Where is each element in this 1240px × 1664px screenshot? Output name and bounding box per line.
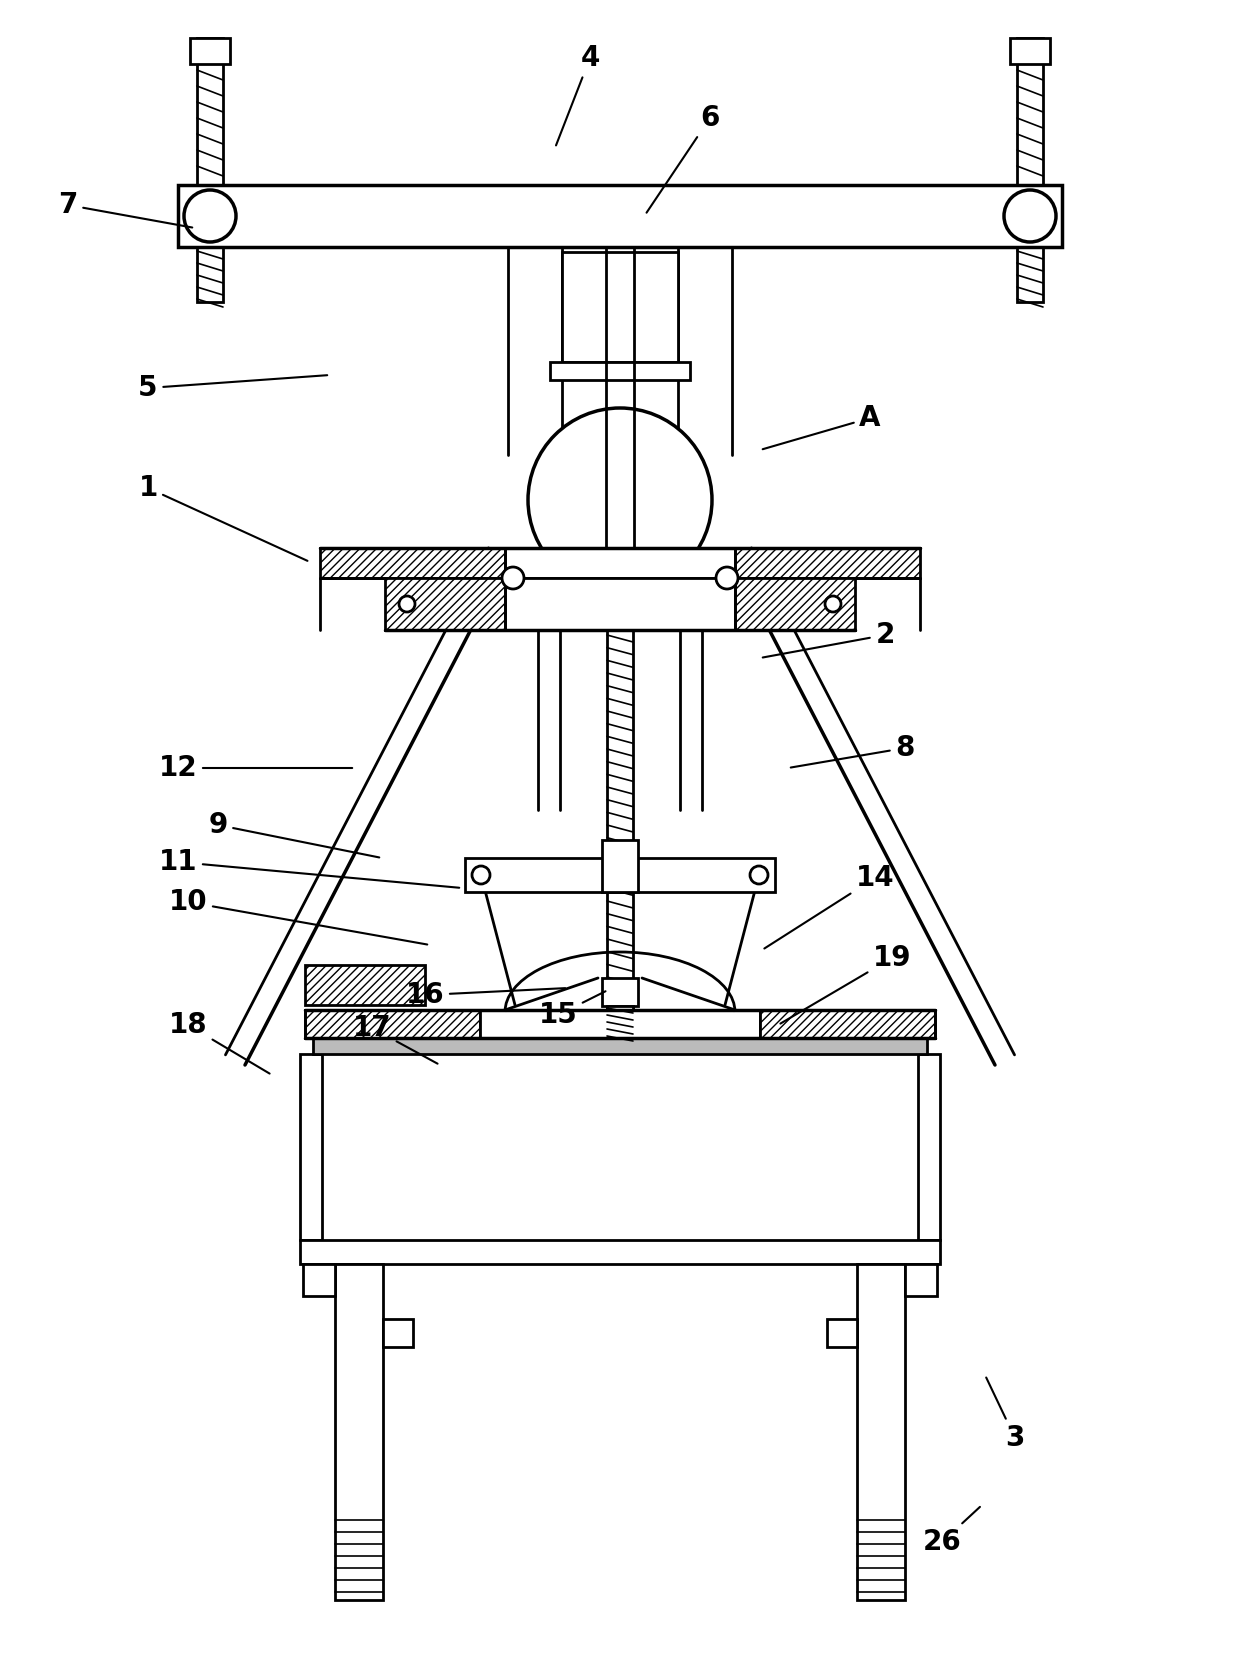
Text: 1: 1	[139, 474, 308, 561]
Bar	[827, 1320, 857, 1346]
Text: 11: 11	[159, 849, 459, 889]
Text: 18: 18	[169, 1012, 269, 1073]
Bar	[505, 577, 735, 631]
Bar	[305, 965, 425, 1005]
Text: 3: 3	[986, 1378, 1024, 1453]
Text: 6: 6	[646, 103, 719, 213]
Bar	[312, 1038, 928, 1053]
Bar	[601, 840, 639, 892]
Bar	[601, 978, 639, 1007]
Bar	[918, 1053, 940, 1240]
Bar	[320, 547, 920, 577]
Bar	[197, 38, 223, 185]
Text: 17: 17	[352, 1013, 438, 1063]
Bar	[190, 38, 229, 63]
Circle shape	[825, 596, 841, 612]
Bar	[1017, 246, 1043, 301]
Bar	[857, 1265, 905, 1601]
Circle shape	[750, 865, 768, 884]
Text: 26: 26	[923, 1508, 980, 1556]
Bar	[1017, 38, 1043, 185]
Text: 9: 9	[208, 810, 379, 857]
Bar	[383, 1320, 413, 1346]
Bar	[179, 185, 1061, 246]
Circle shape	[528, 408, 712, 592]
Bar	[303, 1265, 335, 1296]
Bar	[905, 1265, 937, 1296]
Circle shape	[472, 865, 490, 884]
Bar	[300, 1053, 322, 1240]
Text: 16: 16	[405, 982, 565, 1008]
Text: 4: 4	[556, 43, 600, 145]
Circle shape	[184, 190, 236, 241]
Bar	[197, 246, 223, 301]
Circle shape	[715, 567, 738, 589]
Text: 10: 10	[169, 889, 428, 945]
Circle shape	[502, 567, 525, 589]
Bar	[465, 859, 775, 892]
Bar	[551, 363, 689, 379]
Bar	[608, 631, 632, 1020]
Text: 5: 5	[138, 374, 327, 403]
Text: 7: 7	[58, 191, 192, 228]
Text: 14: 14	[764, 864, 894, 948]
Bar	[505, 547, 735, 577]
Text: 8: 8	[791, 734, 915, 767]
Text: 12: 12	[159, 754, 352, 782]
Bar	[608, 1007, 632, 1010]
Bar	[305, 1010, 480, 1038]
Text: 15: 15	[538, 992, 605, 1028]
Bar	[480, 1010, 760, 1038]
Text: 19: 19	[780, 943, 911, 1023]
Bar	[1011, 38, 1050, 63]
Bar	[384, 577, 856, 631]
Circle shape	[399, 596, 415, 612]
Text: 2: 2	[763, 621, 895, 657]
Text: A: A	[763, 404, 880, 449]
Bar	[562, 251, 678, 363]
Bar	[300, 1240, 940, 1265]
Circle shape	[1004, 190, 1056, 241]
Bar	[760, 1010, 935, 1038]
Bar	[335, 1265, 383, 1601]
